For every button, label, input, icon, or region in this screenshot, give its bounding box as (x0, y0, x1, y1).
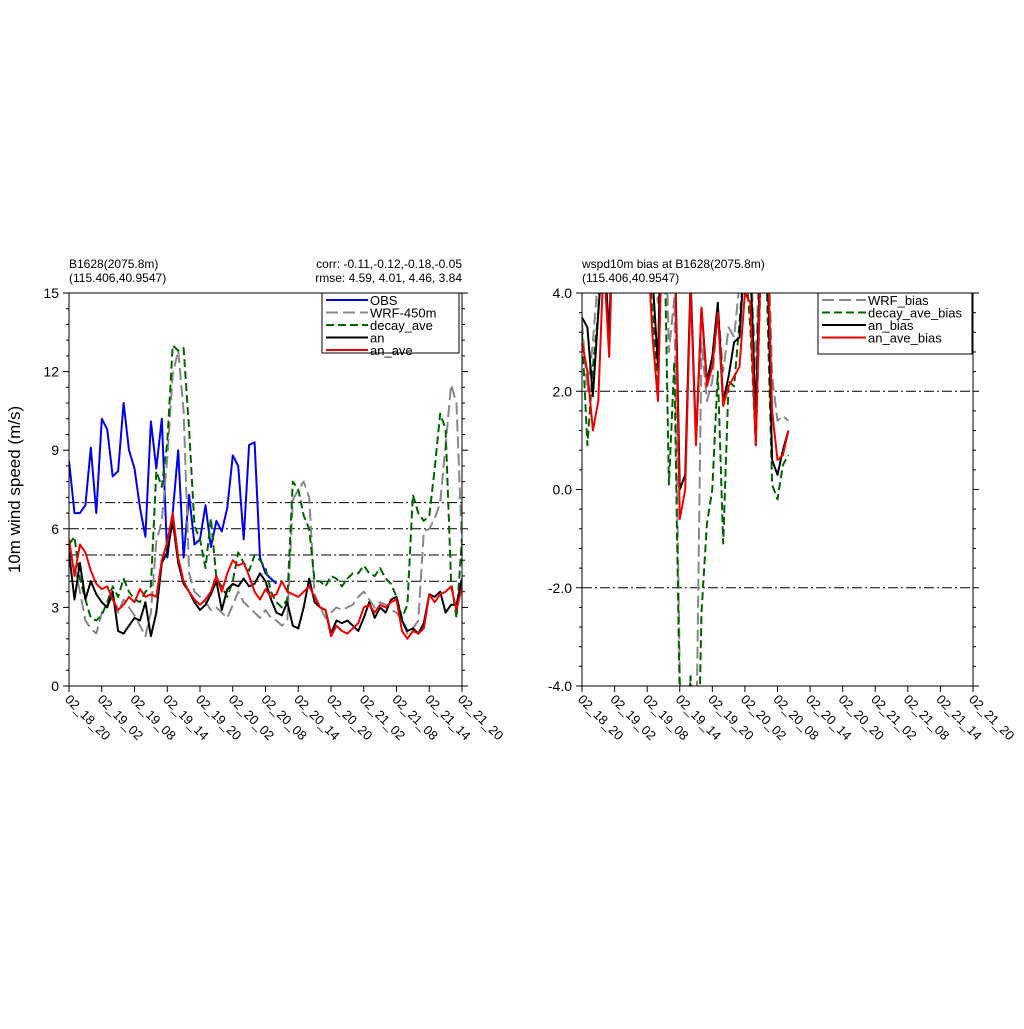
wind-speed-panel: B1628(2075.8m)(115.406,40.9547) corr: -0.… (5, 257, 506, 743)
y-tick-label: 12 (43, 364, 59, 380)
series-line-an_ave_bias (582, 293, 790, 520)
legend-label-an: an (370, 331, 384, 346)
y-tick-label: 6 (51, 521, 59, 537)
legend-box (321, 292, 460, 354)
y-tick-label: 0.0 (553, 482, 573, 498)
title-left-line-1: (115.406,40.9547) (69, 271, 166, 285)
y-tick-label: 0 (51, 678, 59, 694)
title-right-line-0: corr: -0.11,-0.12,-0.18,-0.05 (316, 257, 462, 271)
series-line-WRF_bias (582, 293, 790, 686)
series-line-an (69, 519, 462, 638)
title-right-line-1: rmse: 4.59, 4.01, 4.46, 3.84 (315, 271, 462, 285)
series-line-decay_ave (69, 344, 462, 622)
series-line-decay_ave_bias (582, 293, 790, 686)
legend-label-WRF_bias: WRF_bias (868, 293, 929, 308)
legend-label-OBS: OBS (370, 293, 398, 308)
legend-label-decay_ave_bias: decay_ave_bias (868, 306, 962, 321)
legend-label-decay_ave: decay_ave (370, 318, 433, 333)
legend-box (817, 292, 973, 355)
y-tick-label: 4.0 (553, 285, 573, 301)
legend-label-an_ave: an_ave (370, 343, 413, 358)
y-tick-label: 2.0 (553, 383, 573, 399)
bias-panel: wspd10m bias at B1628(2075.8m)(115.406,4… (548, 257, 1018, 743)
title-left-line-0: B1628(2075.8m) (69, 257, 158, 271)
y-tick-label: 15 (43, 285, 59, 301)
y-tick-label: 3 (51, 599, 59, 615)
legend-label-an_ave_bias: an_ave_bias (868, 331, 942, 346)
y-tick-label: 9 (51, 442, 59, 458)
y-tick-label: -2.0 (548, 580, 572, 596)
legend-label-an_bias: an_bias (868, 318, 914, 333)
legend-label-WRF-450m: WRF-450m (370, 306, 436, 321)
series-line-OBS (69, 402, 278, 585)
title-left-line-1: (115.406,40.9547) (582, 271, 679, 285)
title-left-line-0: wspd10m bias at B1628(2075.8m) (581, 257, 765, 271)
y-tick-label: -4.0 (548, 678, 572, 694)
y-axis-label: 10m wind speed (m/s) (5, 406, 24, 573)
series-line-an_ave (69, 512, 462, 640)
series-line-WRF-450m (69, 349, 462, 638)
